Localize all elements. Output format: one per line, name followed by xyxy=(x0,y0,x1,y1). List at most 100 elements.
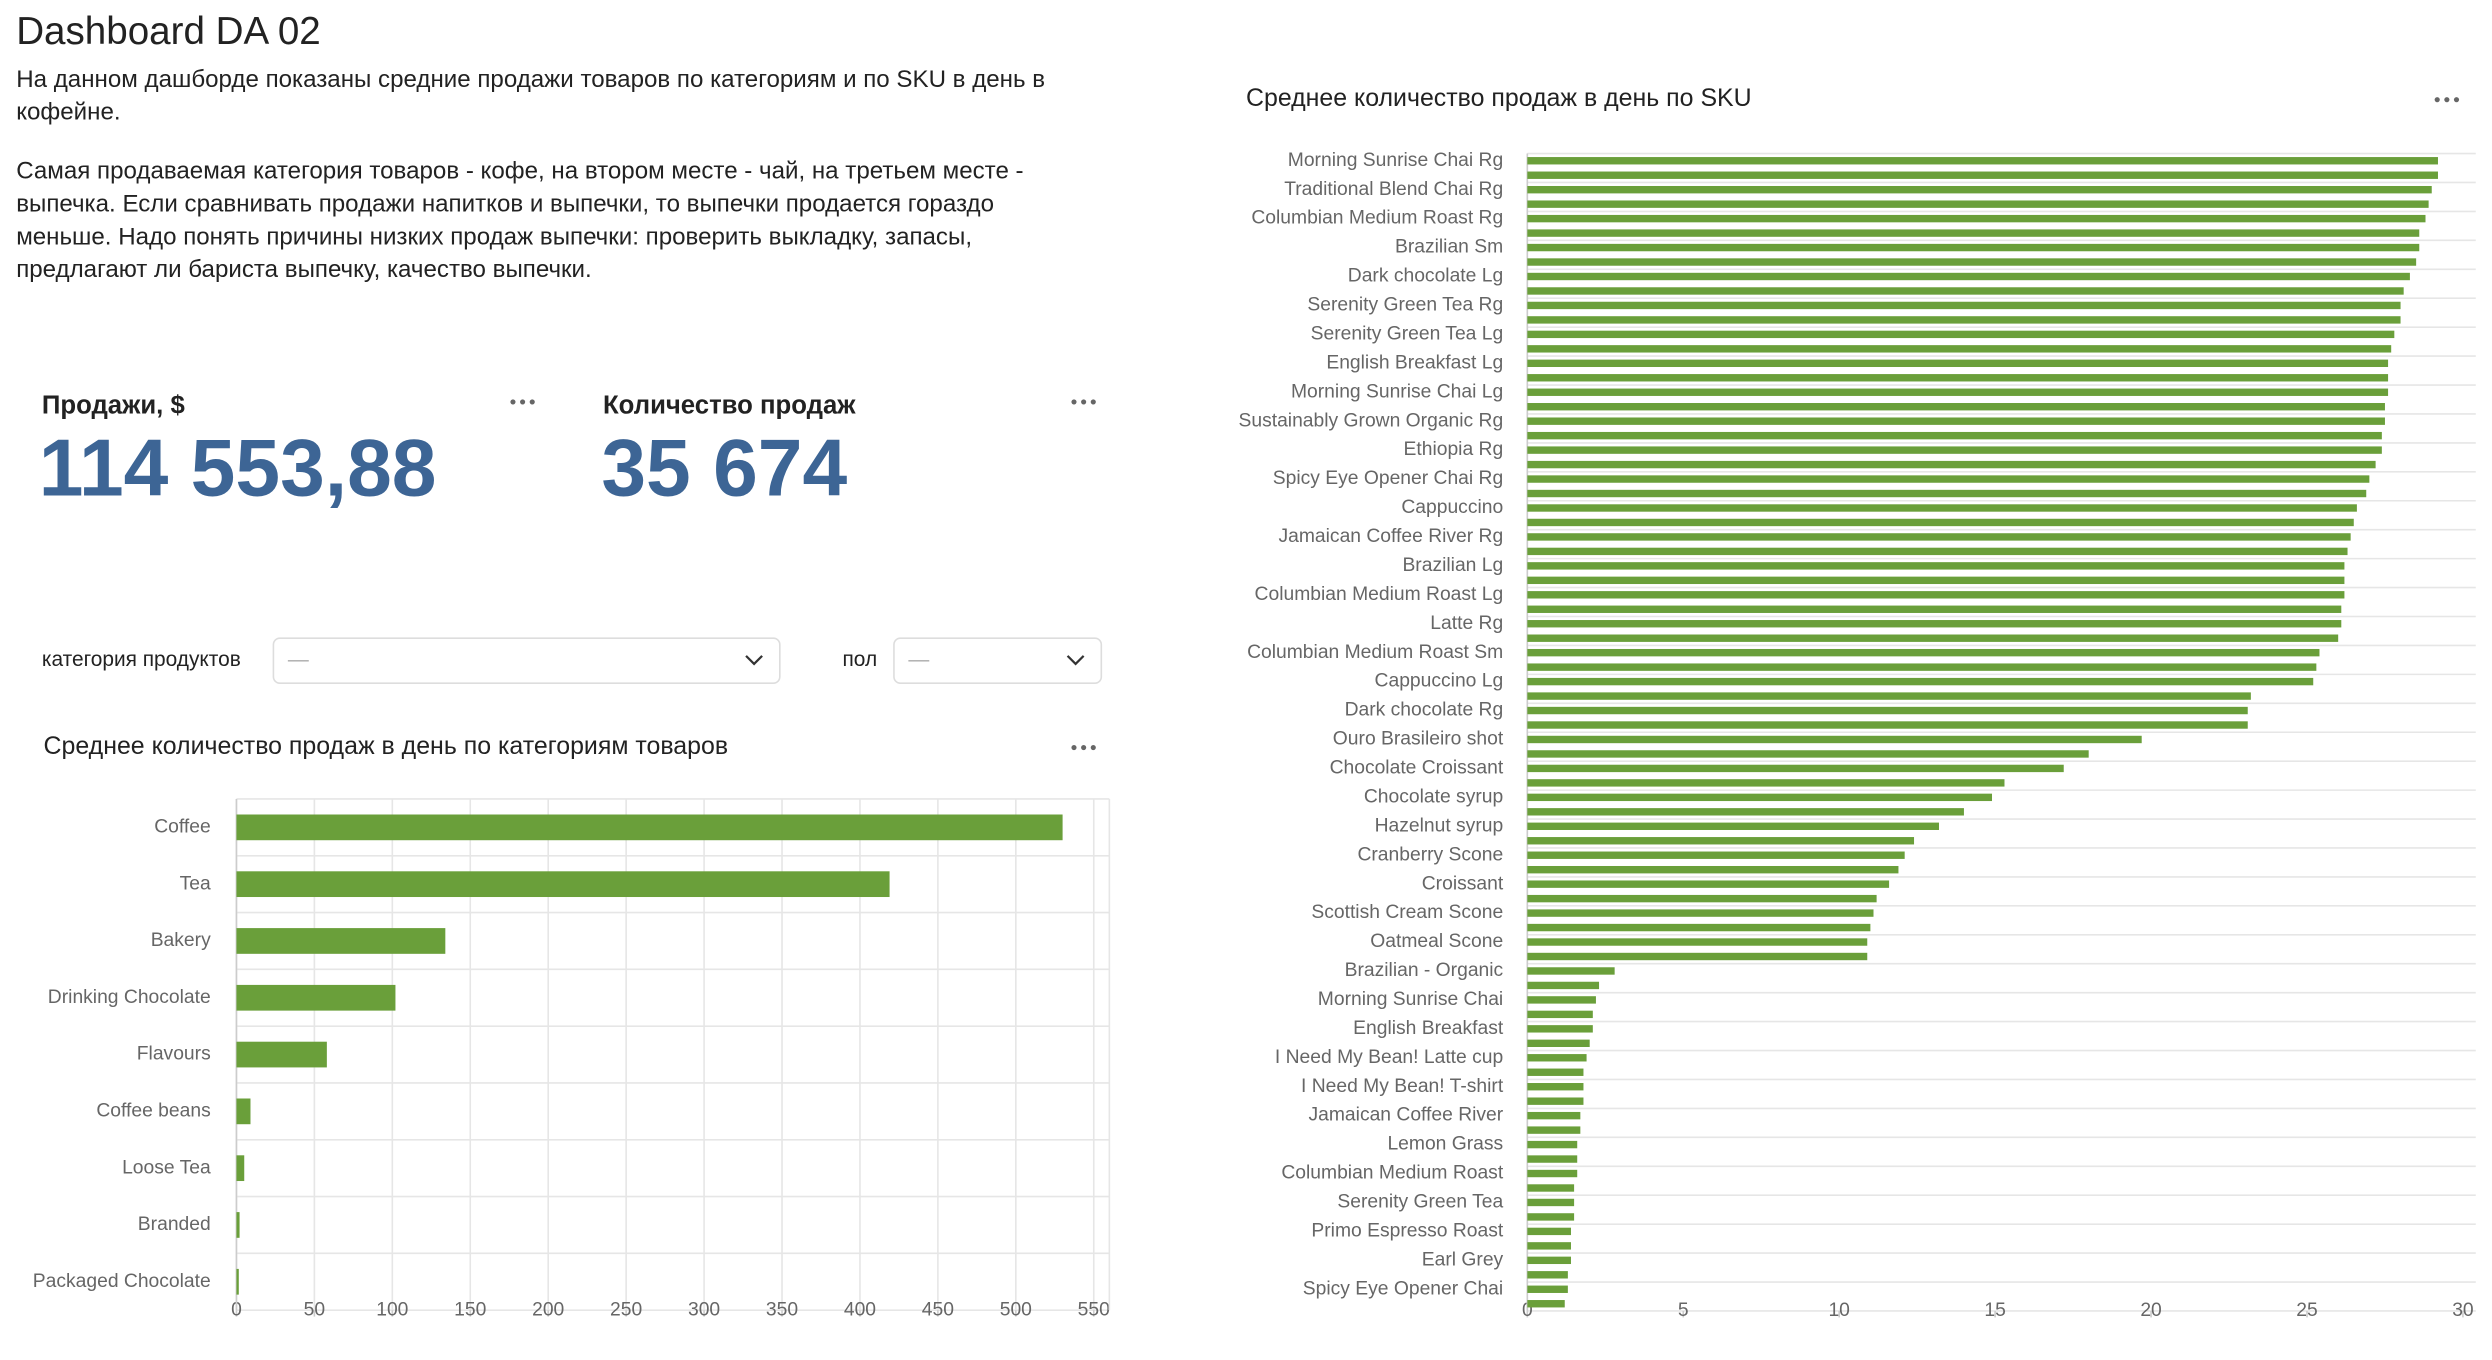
bar xyxy=(1527,475,2370,483)
x-tick-label: 250 xyxy=(610,1299,642,1320)
bar xyxy=(1527,1111,1581,1120)
bar xyxy=(1527,562,2345,570)
y-tick-label: Ouro Brasileiro shot xyxy=(1333,729,1504,750)
y-tick-label: Coffee beans xyxy=(96,1100,210,1121)
menu-icon[interactable] xyxy=(2434,97,2460,103)
bar xyxy=(1527,1285,1568,1293)
bar xyxy=(1527,822,1939,830)
y-tick-label: Serenity Green Tea xyxy=(1337,1192,1503,1213)
bar xyxy=(1527,229,2420,237)
y-tick-label: I Need My Bean! T-shirt xyxy=(1301,1076,1504,1097)
bar xyxy=(1527,1271,1568,1279)
chevron xyxy=(1066,655,1085,666)
menu-icon[interactable] xyxy=(1071,399,1096,405)
bar xyxy=(1527,345,2392,353)
bar xyxy=(236,1155,245,1182)
bar xyxy=(1527,1155,1578,1163)
bar xyxy=(1527,1242,1571,1250)
y-tick-label: I Need My Bean! Latte cup xyxy=(1275,1047,1503,1068)
bar xyxy=(236,984,396,1011)
y-tick-label: Earl Grey xyxy=(1422,1249,1504,1270)
bar xyxy=(1527,1039,1590,1048)
chart-title: Среднее количество продаж в день по кате… xyxy=(44,732,729,760)
y-tick-label: Chocolate syrup xyxy=(1364,786,1503,807)
dropdown[interactable] xyxy=(272,637,781,685)
description-line: На данном дашборде показаны средние прод… xyxy=(16,66,1045,93)
chevron xyxy=(745,655,763,666)
dropdown-placeholder: — xyxy=(908,648,929,671)
bar xyxy=(1527,417,2385,425)
bar xyxy=(1527,909,1874,917)
y-tick-label: Flavours xyxy=(137,1044,211,1065)
x-tick-label: 100 xyxy=(376,1299,408,1320)
y-tick-label: Ethiopia Rg xyxy=(1404,439,1504,460)
y-tick-label: Spicy Eye Opener Chai xyxy=(1303,1278,1503,1299)
x-tick-label: 450 xyxy=(922,1299,954,1320)
y-tick-label: Morning Sunrise Chai Lg xyxy=(1291,381,1503,402)
bar xyxy=(1527,952,1868,961)
x-tick-label: 50 xyxy=(304,1299,325,1320)
bar xyxy=(1527,692,2251,700)
bar xyxy=(1527,330,2395,339)
bar xyxy=(1527,648,2320,657)
bar xyxy=(1527,1054,1587,1062)
y-tick-label: Serenity Green Tea Lg xyxy=(1311,323,1504,344)
bar xyxy=(1527,1140,1578,1149)
bar xyxy=(1527,750,2089,758)
bar xyxy=(1527,214,2426,223)
kpi-label: Продажи, $ xyxy=(42,392,185,420)
bar xyxy=(1527,301,2401,310)
x-tick-label: 20 xyxy=(2140,1300,2161,1321)
x-tick-label: 550 xyxy=(1078,1299,1110,1320)
y-tick-label: Coffee xyxy=(154,816,210,837)
bar xyxy=(1527,865,1899,874)
bar xyxy=(1527,1097,1584,1105)
bar xyxy=(1527,735,2142,744)
bar xyxy=(1527,547,2348,556)
bar xyxy=(1527,620,2342,628)
bar xyxy=(236,1268,239,1295)
y-tick-label: Tea xyxy=(180,873,211,894)
bar xyxy=(1527,1010,1593,1019)
bar xyxy=(1527,258,2417,266)
bar xyxy=(1527,359,2389,368)
bar xyxy=(1527,1068,1584,1076)
x-tick-label: 15 xyxy=(1984,1300,2005,1321)
menu-icon[interactable] xyxy=(1071,744,1096,751)
bar xyxy=(1527,200,2429,208)
bar xyxy=(236,814,1063,841)
y-tick-label: Columbian Medium Roast Rg xyxy=(1251,208,1503,229)
bar xyxy=(1527,634,2339,642)
x-tick-label: 400 xyxy=(844,1299,876,1320)
x-tick-label: 500 xyxy=(1000,1299,1032,1320)
bar xyxy=(236,871,890,898)
description-line: выпечка. Если сравнивать продажи напитко… xyxy=(16,190,994,217)
menu-icon[interactable] xyxy=(510,399,535,405)
bar xyxy=(1527,721,2248,729)
bar xyxy=(1527,272,2410,281)
y-tick-label: Hazelnut syrup xyxy=(1375,815,1504,836)
x-tick-label: 10 xyxy=(1828,1300,1849,1321)
y-tick-label: Dark chocolate Rg xyxy=(1345,700,1504,721)
y-tick-label: English Breakfast xyxy=(1353,1018,1504,1039)
bar xyxy=(1527,489,2367,498)
x-tick-label: 200 xyxy=(532,1299,564,1320)
description-line: предлагают ли бариста выпечку, качество … xyxy=(16,256,592,283)
y-tick-label: Dark chocolate Lg xyxy=(1348,266,1503,287)
bar xyxy=(1527,518,2354,527)
bar xyxy=(1527,431,2382,440)
bar xyxy=(1527,287,2404,295)
bar xyxy=(1527,894,1877,903)
bar xyxy=(1527,967,1615,975)
bar xyxy=(1527,837,1915,845)
x-tick-label: 300 xyxy=(688,1299,720,1320)
bar xyxy=(1527,793,1993,802)
bar xyxy=(1527,1126,1581,1134)
y-tick-label: Oatmeal Scone xyxy=(1370,931,1503,952)
dropdown[interactable] xyxy=(893,637,1103,685)
description-line: Самая продаваемая категория товаров - ко… xyxy=(16,157,1023,184)
bar xyxy=(1527,1184,1575,1192)
bar xyxy=(1527,446,2382,454)
y-tick-label: Lemon Grass xyxy=(1387,1134,1503,1155)
